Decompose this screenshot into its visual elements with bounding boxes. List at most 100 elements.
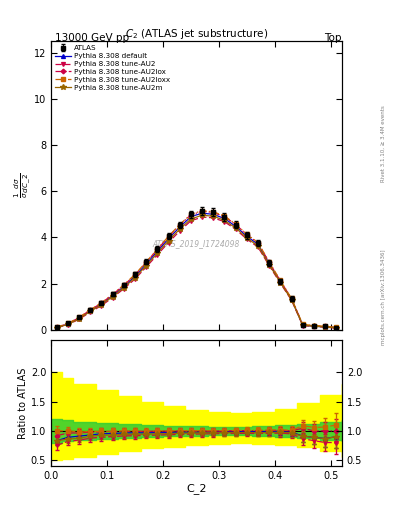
Pythia 8.308 tune-AU2 — [121, 286, 126, 292]
Pythia 8.308 tune-AU2m — [155, 250, 160, 256]
Pythia 8.308 tune-AU2loxx — [300, 322, 305, 328]
Pythia 8.308 tune-AU2lox — [166, 233, 171, 240]
Pythia 8.308 tune-AU2lox — [88, 307, 93, 313]
Pythia 8.308 tune-AU2loxx — [289, 295, 294, 302]
Pythia 8.308 tune-AU2 — [155, 252, 160, 258]
Pythia 8.308 tune-AU2m — [110, 293, 115, 300]
Pythia 8.308 tune-AU2m — [233, 225, 238, 231]
Line: Pythia 8.308 tune-AU2loxx: Pythia 8.308 tune-AU2loxx — [55, 209, 338, 329]
Pythia 8.308 default — [267, 261, 272, 267]
Pythia 8.308 default — [300, 322, 305, 328]
Pythia 8.308 tune-AU2loxx — [88, 307, 93, 313]
Pythia 8.308 tune-AU2lox — [54, 324, 59, 330]
Pythia 8.308 default — [88, 308, 93, 314]
Line: Pythia 8.308 tune-AU2m: Pythia 8.308 tune-AU2m — [54, 212, 339, 331]
Pythia 8.308 tune-AU2 — [177, 228, 182, 234]
Pythia 8.308 tune-AU2lox — [110, 291, 115, 297]
Pythia 8.308 tune-AU2m — [189, 216, 193, 222]
Pythia 8.308 tune-AU2loxx — [110, 291, 115, 297]
Pythia 8.308 default — [312, 323, 316, 329]
Pythia 8.308 default — [121, 283, 126, 289]
Pythia 8.308 tune-AU2 — [312, 324, 316, 330]
Pythia 8.308 tune-AU2m — [323, 324, 327, 330]
Pythia 8.308 tune-AU2 — [99, 303, 104, 309]
Pythia 8.308 tune-AU2m — [54, 325, 59, 331]
Pythia 8.308 tune-AU2loxx — [99, 300, 104, 306]
X-axis label: C_2: C_2 — [186, 483, 207, 495]
Pythia 8.308 tune-AU2loxx — [177, 221, 182, 227]
Pythia 8.308 tune-AU2loxx — [121, 282, 126, 288]
Pythia 8.308 default — [155, 248, 160, 254]
Pythia 8.308 tune-AU2 — [323, 324, 327, 330]
Pythia 8.308 tune-AU2 — [289, 297, 294, 304]
Text: mcplots.cern.ch [arXiv:1306.3436]: mcplots.cern.ch [arXiv:1306.3436] — [381, 249, 386, 345]
Pythia 8.308 default — [289, 296, 294, 303]
Pythia 8.308 tune-AU2lox — [211, 209, 216, 216]
Pythia 8.308 tune-AU2 — [267, 263, 272, 269]
Pythia 8.308 tune-AU2loxx — [211, 209, 216, 215]
Pythia 8.308 tune-AU2loxx — [166, 233, 171, 240]
Pythia 8.308 tune-AU2 — [244, 236, 249, 242]
Pythia 8.308 tune-AU2 — [54, 325, 59, 331]
Pythia 8.308 tune-AU2lox — [256, 240, 261, 246]
Pythia 8.308 tune-AU2lox — [121, 282, 126, 288]
Pythia 8.308 default — [222, 216, 227, 222]
Pythia 8.308 tune-AU2m — [77, 316, 81, 322]
Pythia 8.308 tune-AU2loxx — [334, 324, 339, 330]
Pythia 8.308 tune-AU2loxx — [77, 314, 81, 321]
Pythia 8.308 tune-AU2m — [88, 308, 93, 314]
Pythia 8.308 tune-AU2m — [211, 213, 216, 219]
Pythia 8.308 default — [211, 211, 216, 218]
Pythia 8.308 tune-AU2loxx — [267, 259, 272, 265]
Title: $C_2$ (ATLAS jet substructure): $C_2$ (ATLAS jet substructure) — [125, 27, 268, 41]
Pythia 8.308 tune-AU2 — [132, 276, 137, 282]
Pythia 8.308 tune-AU2loxx — [144, 259, 149, 265]
Pythia 8.308 default — [66, 321, 70, 327]
Pythia 8.308 tune-AU2m — [289, 297, 294, 303]
Pythia 8.308 tune-AU2loxx — [54, 324, 59, 330]
Pythia 8.308 default — [54, 325, 59, 331]
Line: Pythia 8.308 tune-AU2lox: Pythia 8.308 tune-AU2lox — [55, 210, 338, 329]
Pythia 8.308 tune-AU2m — [144, 263, 149, 269]
Pythia 8.308 tune-AU2lox — [189, 212, 193, 218]
Pythia 8.308 tune-AU2 — [256, 244, 261, 250]
Y-axis label: Ratio to ATLAS: Ratio to ATLAS — [18, 368, 28, 439]
Pythia 8.308 tune-AU2lox — [66, 321, 70, 327]
Pythia 8.308 tune-AU2lox — [334, 325, 339, 331]
Pythia 8.308 tune-AU2lox — [222, 214, 227, 220]
Pythia 8.308 default — [323, 324, 327, 330]
Pythia 8.308 tune-AU2m — [267, 262, 272, 268]
Pythia 8.308 default — [177, 224, 182, 230]
Pythia 8.308 default — [144, 261, 149, 267]
Pythia 8.308 default — [334, 325, 339, 331]
Pythia 8.308 default — [132, 273, 137, 280]
Y-axis label: $\frac{1}{\sigma}\frac{d\sigma}{dC\_2}$: $\frac{1}{\sigma}\frac{d\sigma}{dC\_2}$ — [13, 173, 33, 198]
Pythia 8.308 default — [99, 301, 104, 307]
Pythia 8.308 tune-AU2lox — [77, 314, 81, 321]
Pythia 8.308 tune-AU2loxx — [312, 323, 316, 329]
Pythia 8.308 tune-AU2lox — [155, 246, 160, 252]
Text: Rivet 3.1.10, ≥ 3.4M events: Rivet 3.1.10, ≥ 3.4M events — [381, 105, 386, 182]
Pythia 8.308 default — [189, 214, 193, 220]
Pythia 8.308 tune-AU2m — [66, 322, 70, 328]
Pythia 8.308 tune-AU2 — [77, 316, 81, 323]
Pythia 8.308 default — [77, 315, 81, 322]
Pythia 8.308 tune-AU2loxx — [244, 231, 249, 237]
Pythia 8.308 tune-AU2 — [110, 294, 115, 301]
Legend: ATLAS, Pythia 8.308 default, Pythia 8.308 tune-AU2, Pythia 8.308 tune-AU2lox, Py: ATLAS, Pythia 8.308 default, Pythia 8.30… — [54, 44, 172, 92]
Pythia 8.308 default — [233, 223, 238, 229]
Pythia 8.308 tune-AU2lox — [244, 231, 249, 238]
Pythia 8.308 tune-AU2m — [200, 212, 204, 218]
Pythia 8.308 tune-AU2lox — [200, 208, 204, 215]
Pythia 8.308 tune-AU2lox — [132, 272, 137, 278]
Line: Pythia 8.308 default: Pythia 8.308 default — [55, 211, 338, 330]
Pythia 8.308 tune-AU2loxx — [200, 207, 204, 214]
Pythia 8.308 tune-AU2loxx — [66, 321, 70, 327]
Pythia 8.308 tune-AU2loxx — [256, 240, 261, 246]
Pythia 8.308 tune-AU2m — [312, 323, 316, 329]
Pythia 8.308 tune-AU2lox — [99, 300, 104, 306]
Pythia 8.308 tune-AU2 — [200, 214, 204, 220]
Pythia 8.308 tune-AU2 — [334, 325, 339, 331]
Pythia 8.308 tune-AU2m — [99, 302, 104, 308]
Pythia 8.308 default — [256, 241, 261, 247]
